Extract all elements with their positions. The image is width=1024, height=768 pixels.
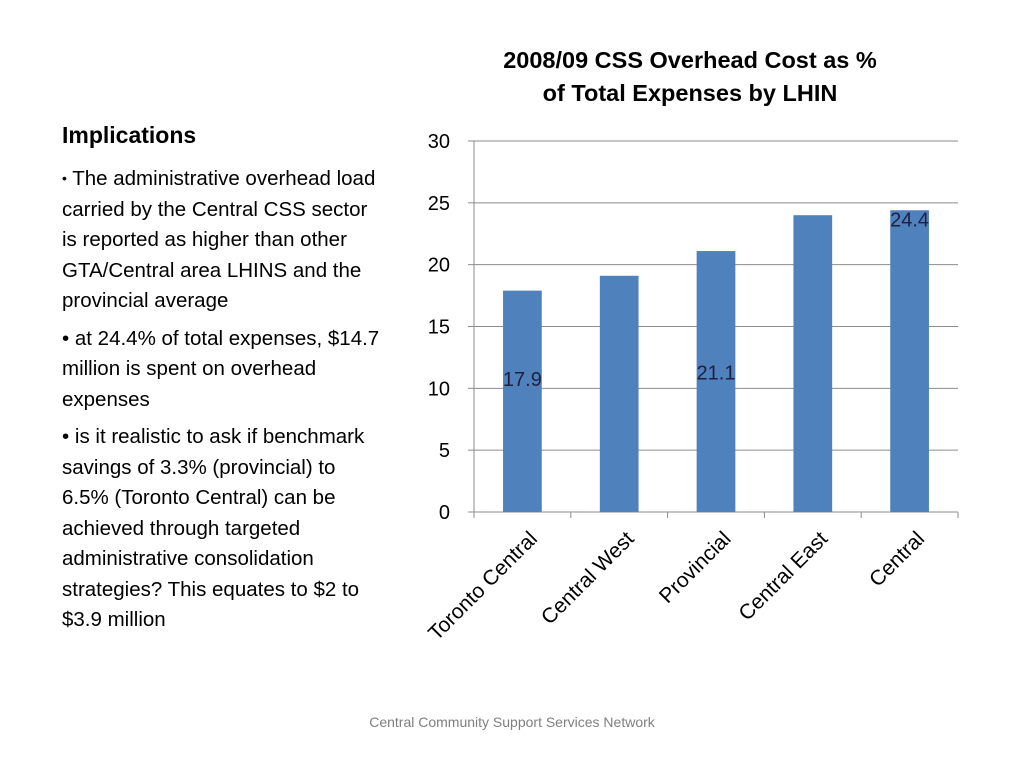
implications-panel: Implications • The administrative overhe… [62,122,382,643]
bullet-text: is it realistic to ask if benchmark savi… [62,425,365,631]
y-tick-label: 20 [428,255,450,277]
x-category-label: Provincial [655,527,736,608]
y-tick-label: 25 [428,193,450,215]
bullet-item: • is it realistic to ask if benchmark sa… [62,422,382,636]
y-tick-label: 10 [428,378,450,400]
data-label: 17.9 [503,369,542,391]
x-category-label: Toronto Central [424,527,542,645]
x-category-label: Central West [537,527,639,629]
bar [793,215,833,512]
y-tick-label: 30 [428,131,450,153]
data-label: 24.4 [890,209,929,231]
y-tick-label: 5 [439,440,450,462]
bar [890,210,929,512]
bullet-item: • The administrative overhead load carri… [62,163,382,317]
bullet-dot: • [62,326,70,350]
bar [503,290,542,512]
x-category-label: Central East [734,527,832,625]
x-category-label: Central [865,527,929,591]
bar [599,275,639,512]
slide-footer: Central Community Support Services Netwo… [369,714,655,730]
data-label: 21.1 [697,363,736,385]
bullet-dot: • [62,425,70,448]
chart-title-line-2: of Total Expenses by LHIN [542,80,838,106]
y-tick-label: 15 [428,317,450,339]
bullet-text: The administrative overhead load carried… [62,167,376,312]
bar [696,251,736,512]
chart-title-line-1: 2008/09 CSS Overhead Cost as % [503,47,877,73]
bullet-item: • at 24.4% of total expenses, $14.7 mill… [62,324,382,416]
y-tick-label: 0 [439,502,450,524]
implications-heading: Implications [62,122,197,148]
bullet-text: at 24.4% of total expenses, $14.7 millio… [62,326,380,411]
bullet-dot: • [62,170,67,186]
chart-title: 2008/09 CSS Overhead Cost as % of Total … [440,44,940,110]
